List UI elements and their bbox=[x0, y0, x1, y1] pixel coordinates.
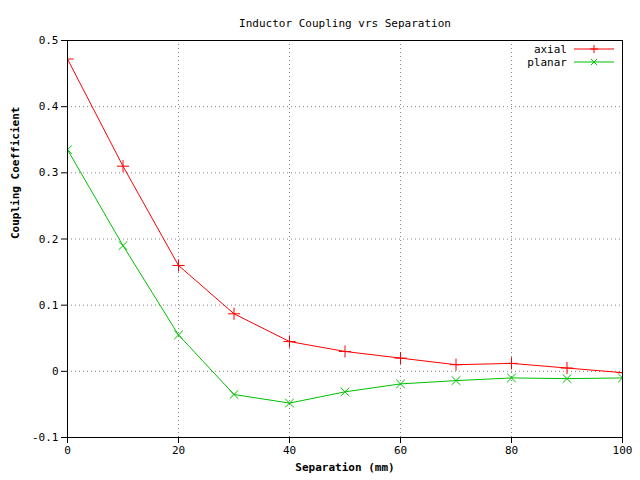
svg-text:0: 0 bbox=[52, 365, 59, 378]
svg-text:-0.1: -0.1 bbox=[32, 431, 59, 444]
svg-text:Inductor Coupling vrs Separati: Inductor Coupling vrs Separation bbox=[239, 17, 451, 30]
svg-text:0.4: 0.4 bbox=[39, 100, 59, 113]
svg-text:20: 20 bbox=[172, 444, 185, 457]
svg-text:axial: axial bbox=[534, 43, 567, 56]
svg-text:0.3: 0.3 bbox=[39, 166, 59, 179]
svg-text:0.1: 0.1 bbox=[39, 299, 59, 312]
svg-text:Coupling Coefficient: Coupling Coefficient bbox=[9, 107, 22, 239]
svg-text:0.2: 0.2 bbox=[39, 233, 59, 246]
svg-text:80: 80 bbox=[505, 444, 518, 457]
svg-text:Separation (mm): Separation (mm) bbox=[295, 461, 394, 474]
svg-text:planar: planar bbox=[527, 56, 567, 69]
svg-text:60: 60 bbox=[394, 444, 407, 457]
svg-text:0.5: 0.5 bbox=[39, 34, 59, 47]
svg-text:0: 0 bbox=[64, 444, 71, 457]
svg-text:100: 100 bbox=[613, 444, 633, 457]
svg-text:40: 40 bbox=[283, 444, 296, 457]
